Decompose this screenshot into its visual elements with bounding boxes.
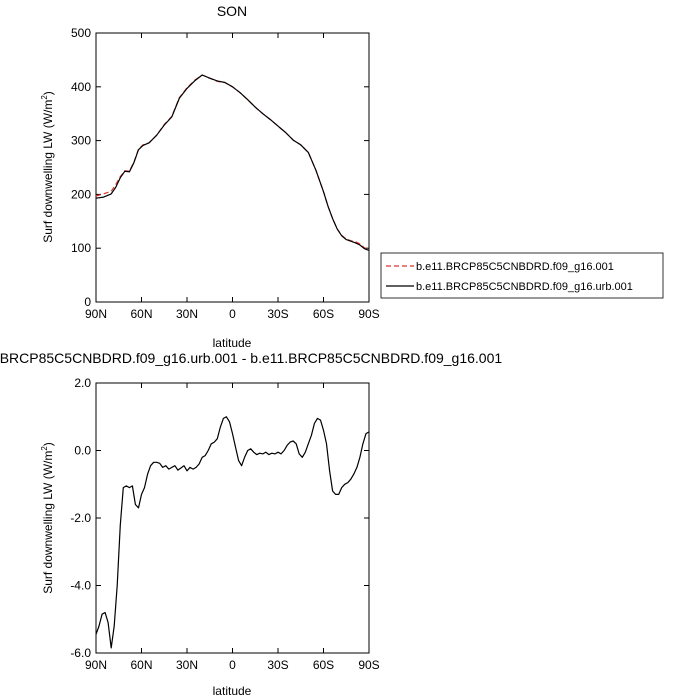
top-plot-frame bbox=[95, 32, 370, 303]
bottom-plot-frame bbox=[95, 382, 370, 654]
top-x-axis-title: latitude bbox=[213, 336, 252, 350]
top-y-axis-title: Surf downwelling LW (W/m2) bbox=[40, 91, 55, 243]
y-tick-label: 200 bbox=[71, 187, 91, 201]
x-tick-label: 60N bbox=[130, 307, 152, 321]
x-tick-label: 30N bbox=[176, 658, 198, 672]
y-tick-label: 300 bbox=[71, 134, 91, 148]
x-tick-label: 90S bbox=[358, 307, 379, 321]
top-y-ticks: 0 100 200 300 400 500 bbox=[71, 26, 369, 309]
y-tick-label: 0 bbox=[84, 295, 91, 309]
x-tick-label: 60S bbox=[313, 307, 334, 321]
top-y-axis-title-tail: ) bbox=[41, 91, 55, 95]
bot-series-line-0 bbox=[95, 416, 370, 649]
legend-box bbox=[380, 252, 664, 299]
bottom-x-axis-title: latitude bbox=[213, 684, 252, 698]
bottom-y-axis-title-main: Surf downwelling LW (W/m bbox=[41, 451, 55, 594]
y-tick-label: 100 bbox=[71, 241, 91, 255]
x-tick-label: 30S bbox=[267, 658, 288, 672]
bottom-y-axis-title-sup: 2 bbox=[40, 446, 49, 451]
bottom-y-axis-title-tail: ) bbox=[41, 442, 55, 446]
x-tick-label: 90N bbox=[85, 307, 107, 321]
top-x-ticks: 90N 60N 30N 0 30S 60S 90S bbox=[85, 33, 380, 321]
x-tick-label: 0 bbox=[229, 658, 236, 672]
top-y-axis-title-main: Surf downwelling LW (W/m bbox=[41, 100, 55, 243]
bottom-panel: b.e11.BRCP85C5CNBDRD.f09_g16.urb.001 - b… bbox=[0, 350, 502, 698]
y-tick-label: 2.0 bbox=[74, 376, 91, 390]
x-tick-label: 90N bbox=[85, 658, 107, 672]
y-tick-label: 500 bbox=[71, 26, 91, 40]
top-series-line-1 bbox=[95, 74, 370, 251]
legend-label-urban: b.e11.BRCP85C5CNBDRD.f09_g16.urb.001 bbox=[416, 281, 633, 293]
x-tick-label: 90S bbox=[358, 658, 379, 672]
top-series-group bbox=[95, 74, 370, 252]
y-tick-label: 0.0 bbox=[74, 444, 91, 458]
y-tick-label: -2.0 bbox=[70, 511, 91, 525]
x-tick-label: 30N bbox=[176, 307, 198, 321]
x-tick-label: 0 bbox=[229, 307, 236, 321]
bottom-y-axis-title: Surf downwelling LW (W/m2) bbox=[40, 442, 55, 594]
y-tick-label: -6.0 bbox=[70, 646, 91, 660]
bottom-series-group bbox=[95, 416, 370, 649]
top-panel: SON 90N 60N 30N 0 30S 60S 90S 0 100 200 300 400 500… bbox=[40, 3, 380, 350]
top-y-axis-title-sup: 2 bbox=[40, 95, 49, 100]
bottom-x-ticks: 90N 60N 30N 0 30S 60S 90S bbox=[85, 383, 380, 672]
legend-label-control: b.e11.BRCP85C5CNBDRD.f09_g16.001 bbox=[416, 261, 614, 273]
top-series-line-0 bbox=[95, 74, 370, 252]
bottom-chart-title: b.e11.BRCP85C5CNBDRD.f09_g16.urb.001 - b… bbox=[0, 350, 502, 366]
x-tick-label: 60N bbox=[130, 658, 152, 672]
y-tick-label: 400 bbox=[71, 80, 91, 94]
y-tick-label: -4.0 bbox=[70, 579, 91, 593]
bottom-y-ticks: -6.0 -4.0 -2.0 0.0 2.0 bbox=[70, 376, 369, 660]
legend: b.e11.BRCP85C5CNBDRD.f09_g16.001 b.e11.B… bbox=[380, 252, 664, 299]
x-tick-label: 60S bbox=[313, 658, 334, 672]
top-chart-title: SON bbox=[217, 3, 247, 19]
x-tick-label: 30S bbox=[267, 307, 288, 321]
